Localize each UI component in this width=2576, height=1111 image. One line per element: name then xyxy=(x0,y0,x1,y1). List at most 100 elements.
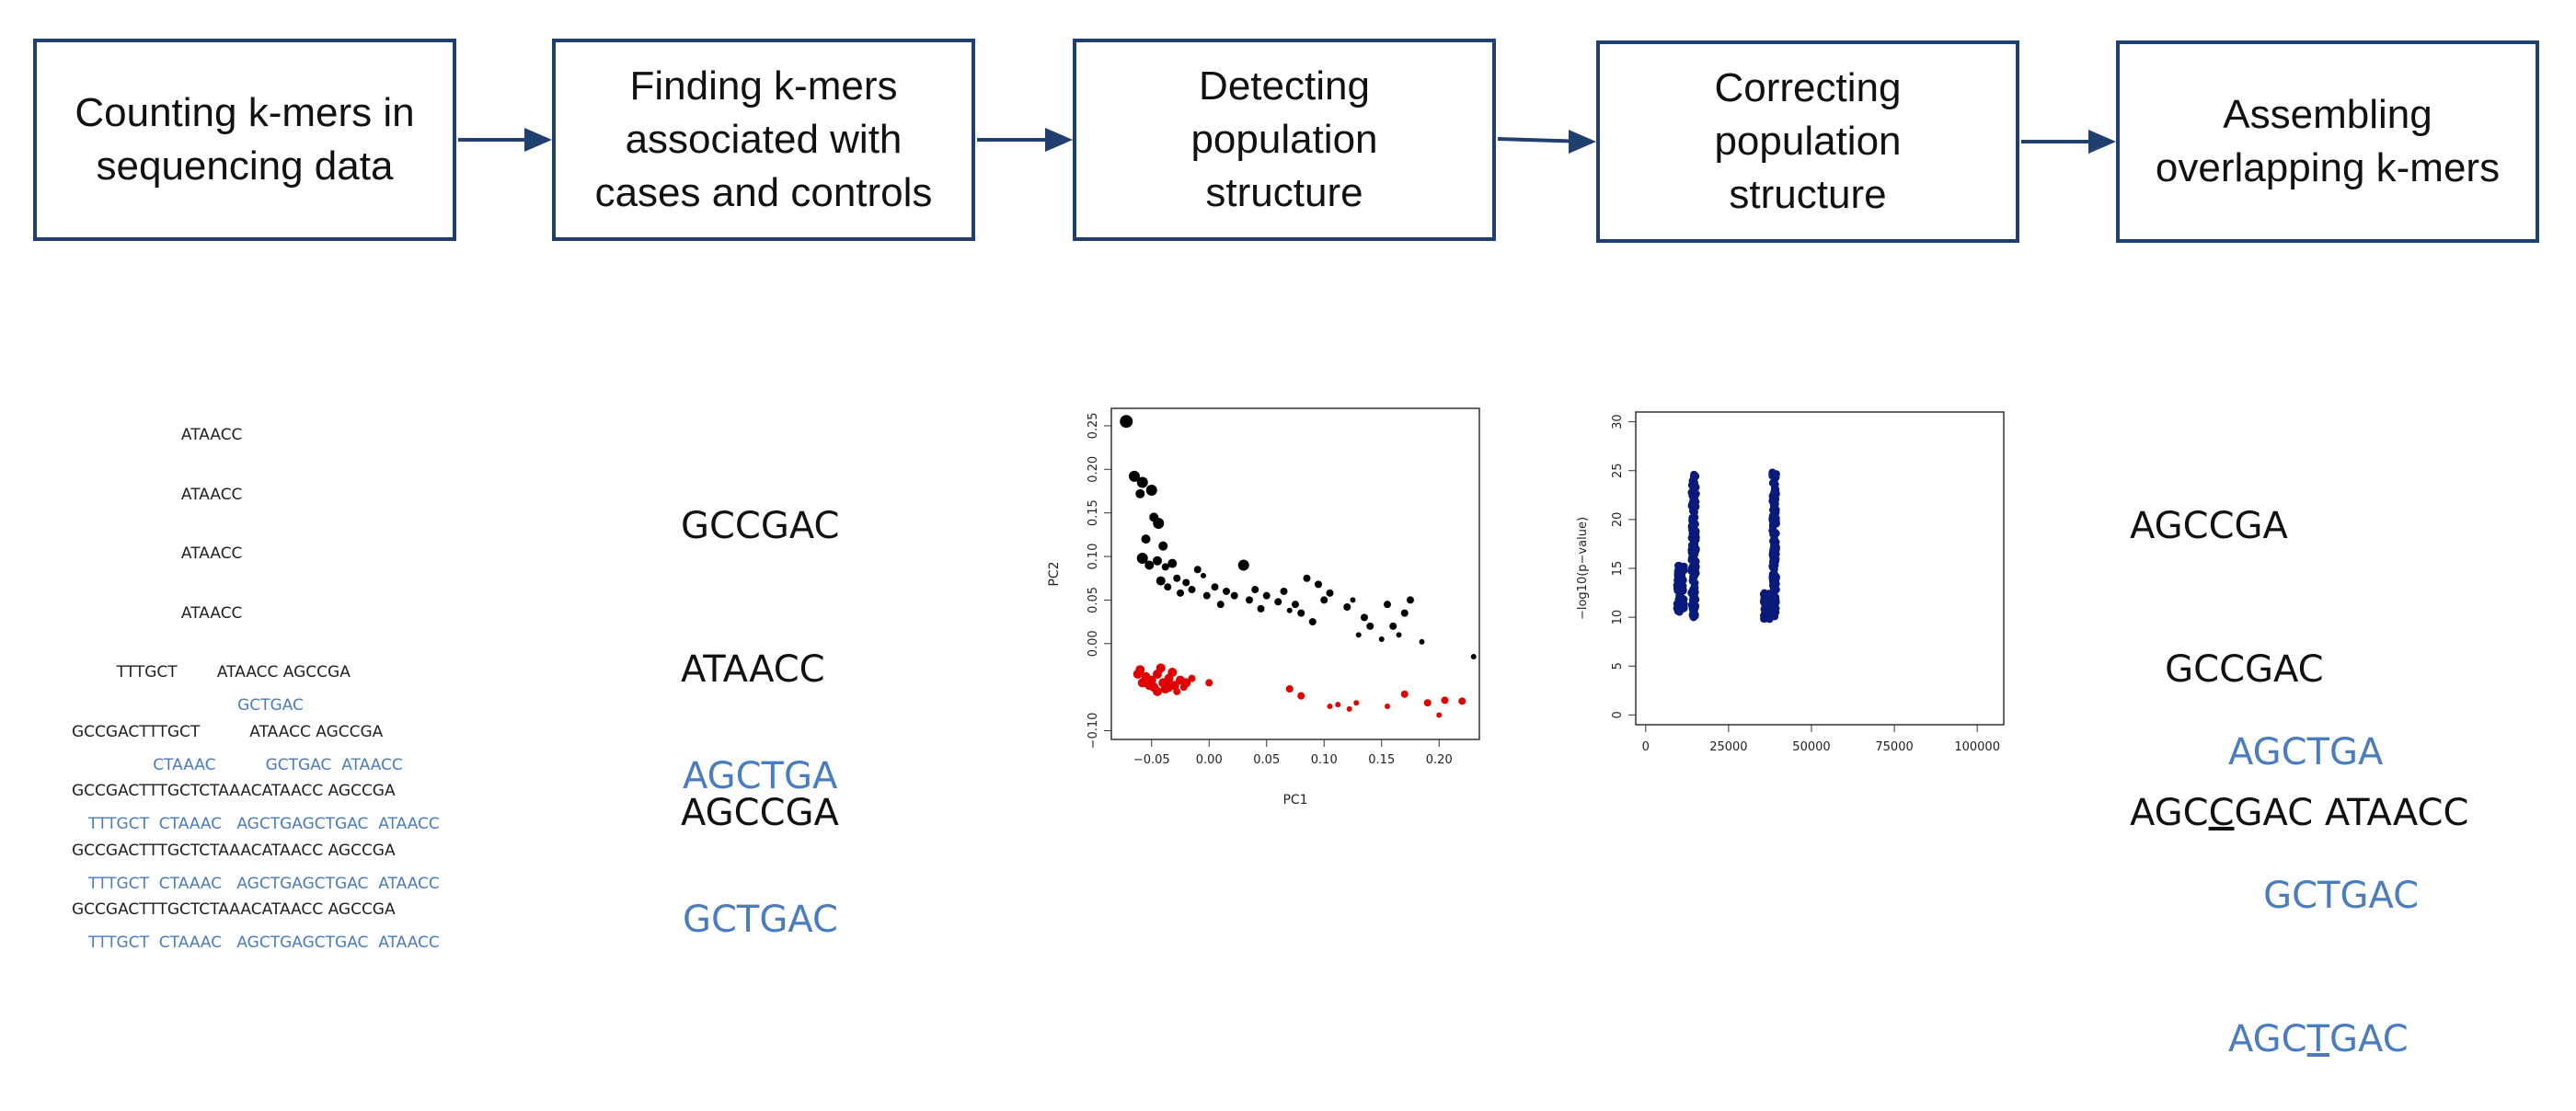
arrow-head-1 xyxy=(524,128,552,152)
assembly-line: AGCTGAC xyxy=(2228,1018,2409,1060)
step-label: overlapping k-mers xyxy=(2155,145,2501,190)
data-point xyxy=(1353,700,1360,706)
data-point xyxy=(1153,556,1162,566)
y-tick-label: 0.20 xyxy=(1087,456,1100,483)
data-point xyxy=(1161,563,1169,571)
data-point xyxy=(1156,663,1166,673)
y-tick-label: 30 xyxy=(1611,414,1625,430)
step-label: Counting k-mers in xyxy=(75,90,415,135)
data-point xyxy=(1385,704,1390,709)
data-point xyxy=(1167,668,1178,678)
data-point xyxy=(1285,685,1294,693)
data-point xyxy=(1164,583,1172,591)
data-point xyxy=(1216,601,1225,609)
data-point xyxy=(1769,537,1777,545)
kmer: ATAACC xyxy=(681,648,825,691)
x-tick-label: 0.05 xyxy=(1253,753,1280,767)
assembly-line: GCCGAC xyxy=(2130,648,2324,691)
data-point xyxy=(1350,597,1356,603)
data-point xyxy=(1772,585,1780,594)
data-point xyxy=(1690,513,1699,521)
data-point xyxy=(1691,556,1699,566)
read-line: TTTGCT CTAAAC AGCTGAGCTGAC ATAACC xyxy=(88,874,440,893)
step-label: Correcting xyxy=(1714,65,1902,110)
read-line: ATAACC xyxy=(72,603,243,623)
kmer: GCCGAC xyxy=(681,505,840,547)
x-tick-label: −0.05 xyxy=(1133,753,1170,767)
plot-frame xyxy=(1110,407,1480,740)
data-point xyxy=(1135,488,1145,498)
step-box-detecting: Detecting population structure xyxy=(1073,39,1496,241)
y-tick-label: 25 xyxy=(1611,463,1625,478)
data-point xyxy=(1396,632,1402,638)
y-tick-label: −0.10 xyxy=(1087,713,1100,750)
data-point xyxy=(1361,613,1368,622)
step-label: Detecting xyxy=(1199,63,1370,109)
data-point xyxy=(1156,576,1166,586)
y-axis-label: −log10(p−value) xyxy=(1576,517,1590,620)
data-point xyxy=(1136,476,1148,488)
step-label: cases and controls xyxy=(594,170,933,215)
kmers-black: GCCGAC ATAACC AGCCGA xyxy=(681,407,839,885)
arrow-head-2 xyxy=(1045,128,1073,152)
x-tick-label: 75000 xyxy=(1875,740,1913,754)
variant-base: T xyxy=(2306,1018,2330,1060)
data-point xyxy=(1153,518,1165,530)
data-point xyxy=(1193,566,1202,574)
pca-plot: −0.05 0.00 0.05 0.10 0.15 0.20 −0.10 0.00 0.05 0.… xyxy=(1047,407,1480,807)
read-line: TTTGCT CTAAAC AGCTGAGCTGAC ATAACC xyxy=(88,933,440,952)
data-point xyxy=(1772,545,1780,555)
data-point xyxy=(1436,712,1443,718)
assembly-line: GCTGAC xyxy=(2228,875,2420,917)
data-point xyxy=(1760,589,1769,598)
data-point xyxy=(1675,605,1684,613)
arrow-head-3 xyxy=(1569,130,1596,154)
data-point xyxy=(1136,552,1148,564)
data-point xyxy=(1144,560,1155,570)
x-axis-label: PC1 xyxy=(1282,793,1307,807)
x-tick-label: 50000 xyxy=(1792,740,1830,754)
data-point xyxy=(1378,636,1385,643)
y-axis-label: PC2 xyxy=(1047,561,1062,586)
data-point xyxy=(1274,598,1282,606)
x-tick-label: 0 xyxy=(1642,740,1650,754)
data-point xyxy=(1182,578,1190,587)
data-point xyxy=(1320,596,1328,604)
y-tick-label: 0.25 xyxy=(1087,412,1100,439)
data-point xyxy=(1690,529,1698,538)
read-line: TTTGCT ATAACC AGCCGA xyxy=(72,663,351,681)
read-line: GCCGACTTTGCTCTAAACATAACC AGCCGA xyxy=(72,782,396,800)
data-point xyxy=(1205,679,1213,687)
data-point xyxy=(1145,485,1157,497)
data-point xyxy=(1389,622,1397,630)
assembly-blue: AGCTGA GCTGAC AGCTGAC xyxy=(2228,633,2419,1111)
y-tick-label: 0.10 xyxy=(1087,544,1100,570)
data-point xyxy=(1400,609,1409,617)
data-point xyxy=(1129,470,1140,482)
step-label: Finding k-mers xyxy=(629,63,898,109)
data-point xyxy=(1346,705,1352,712)
data-point xyxy=(1673,584,1682,592)
step-box-assembling: Assembling overlapping k-mers xyxy=(2116,40,2539,243)
step-box-correcting: Correcting population structure xyxy=(1596,40,2019,243)
data-point xyxy=(1297,692,1305,700)
data-point xyxy=(1251,586,1259,594)
read-line: TTTGCT CTAAAC AGCTGAGCTGAC ATAACC xyxy=(88,815,440,833)
y-tick-label: 0.05 xyxy=(1087,587,1100,613)
data-point xyxy=(1770,579,1778,588)
x-tick-label: 25000 xyxy=(1709,740,1747,754)
x-tick-label: 100000 xyxy=(1954,740,2000,754)
data-point xyxy=(1384,601,1391,609)
y-tick-label: 10 xyxy=(1611,610,1625,625)
data-point xyxy=(1188,674,1196,682)
data-point xyxy=(1153,686,1162,696)
data-point xyxy=(1164,682,1174,693)
assembly-line: AGCCGA xyxy=(2130,505,2288,547)
data-point xyxy=(1141,534,1151,544)
y-tick-label: 15 xyxy=(1611,561,1625,577)
y-tick-label: 0.15 xyxy=(1087,499,1100,526)
reads-blue: GCTGAC CTAAAC GCTGAC ATAACC TTTGCT CTAAA… xyxy=(88,657,440,973)
data-point xyxy=(1173,687,1181,695)
data-point xyxy=(1137,678,1147,688)
data-point xyxy=(1689,600,1697,608)
